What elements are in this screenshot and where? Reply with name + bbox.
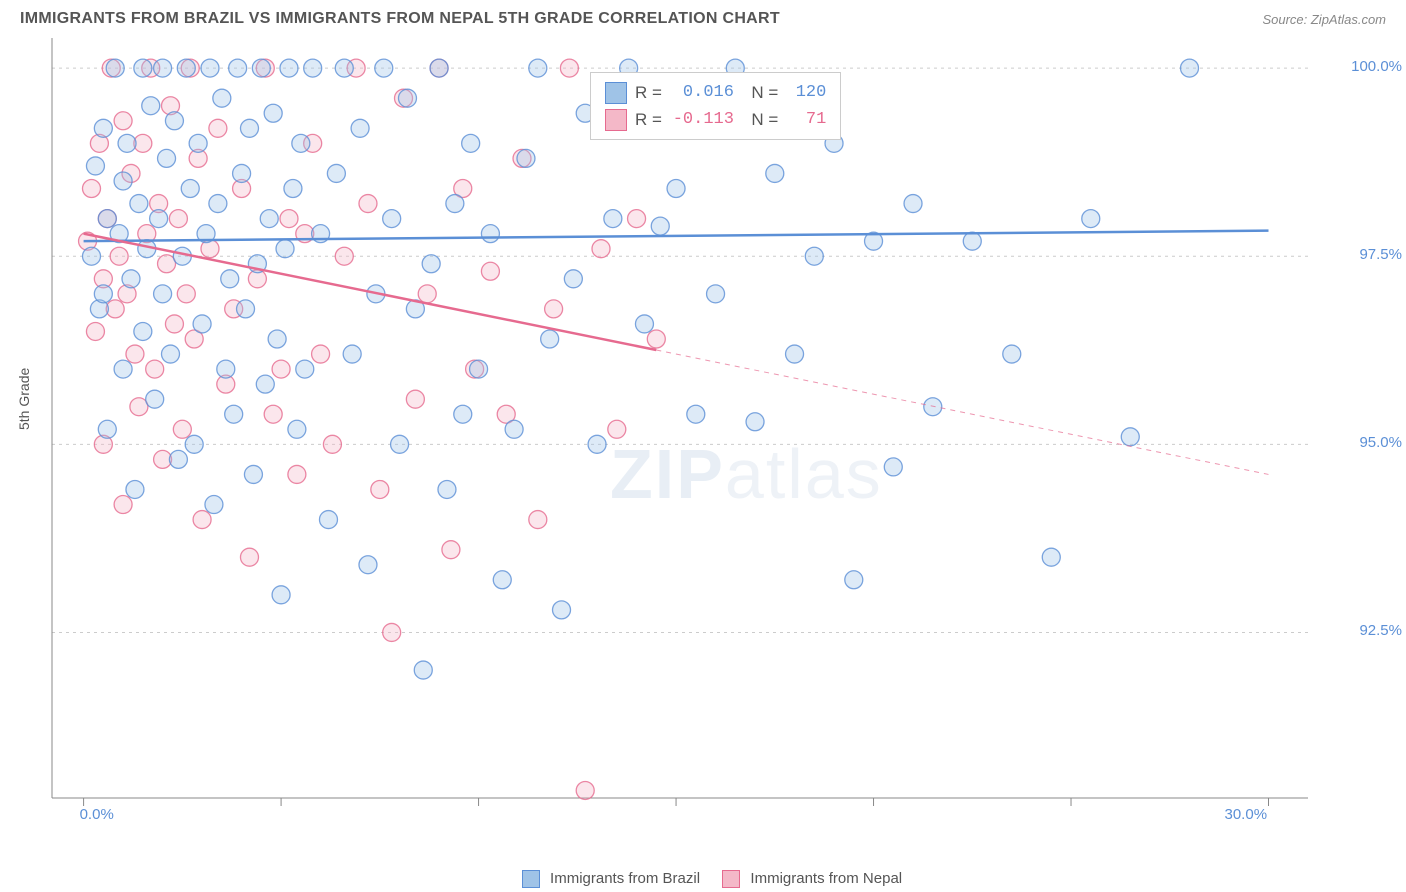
- swatch-icon: [522, 870, 540, 888]
- chart-title: IMMIGRANTS FROM BRAZIL VS IMMIGRANTS FRO…: [20, 10, 780, 28]
- x-tick-label: 0.0%: [80, 806, 114, 823]
- stats-row-brazil: R = 0.016 N = 120: [605, 79, 826, 106]
- r-value: 0.016: [670, 79, 734, 106]
- swatch-icon: [722, 870, 740, 888]
- y-axis-label: 5th Grade: [16, 368, 32, 430]
- stats-row-nepal: R = -0.113 N = 71: [605, 106, 826, 133]
- legend-label: Immigrants from Brazil: [550, 870, 700, 887]
- r-value: -0.113: [670, 106, 734, 133]
- y-tick-label: 97.5%: [1359, 246, 1402, 263]
- swatch-icon: [605, 109, 627, 131]
- legend-label: Immigrants from Nepal: [750, 870, 902, 887]
- n-value: 120: [786, 79, 826, 106]
- x-tick-label: 30.0%: [1225, 806, 1268, 823]
- bottom-legend: Immigrants from Brazil Immigrants from N…: [0, 870, 1406, 888]
- swatch-icon: [605, 82, 627, 104]
- n-value: 71: [786, 106, 826, 133]
- y-tick-label: 100.0%: [1351, 58, 1402, 75]
- y-tick-label: 95.0%: [1359, 434, 1402, 451]
- stats-legend-box: R = 0.016 N = 120 R = -0.113 N = 71: [590, 72, 841, 140]
- chart-source: Source: ZipAtlas.com: [1262, 12, 1386, 27]
- scatter-chart: [50, 34, 1390, 824]
- y-tick-label: 92.5%: [1359, 622, 1402, 639]
